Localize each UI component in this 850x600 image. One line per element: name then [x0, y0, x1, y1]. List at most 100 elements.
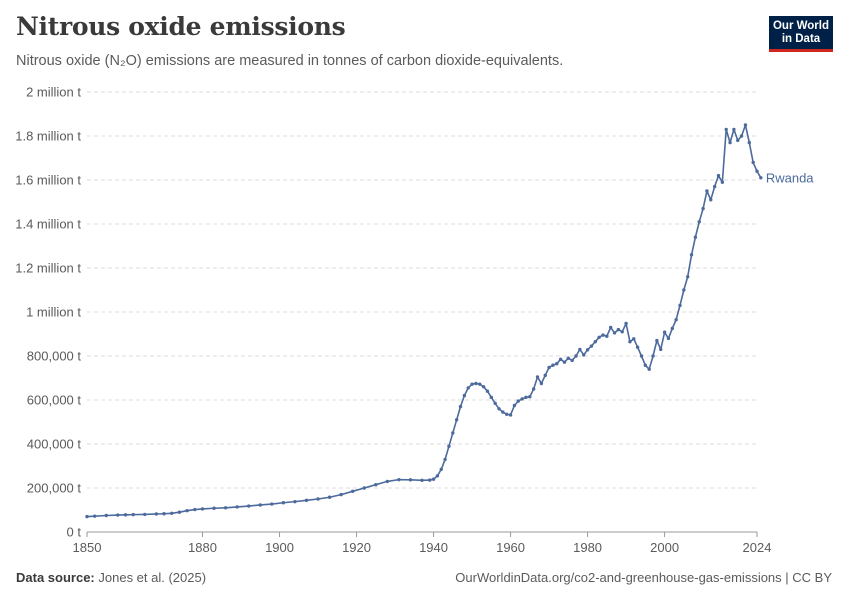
- owid-logo[interactable]: Our World in Data: [769, 16, 833, 52]
- data-point[interactable]: [516, 399, 520, 403]
- data-point[interactable]: [478, 382, 482, 386]
- data-point[interactable]: [589, 344, 594, 348]
- data-point[interactable]: [458, 404, 463, 409]
- data-point[interactable]: [374, 483, 378, 487]
- data-point[interactable]: [728, 140, 732, 145]
- data-source-link[interactable]: Jones et al. (2025): [98, 570, 207, 585]
- data-point[interactable]: [674, 318, 678, 322]
- data-point[interactable]: [505, 412, 509, 416]
- data-point[interactable]: [747, 140, 751, 145]
- data-point[interactable]: [739, 134, 744, 138]
- data-point[interactable]: [85, 514, 89, 519]
- data-point[interactable]: [200, 507, 205, 511]
- data-point[interactable]: [558, 357, 563, 361]
- footer-url[interactable]: OurWorldinData.org/co2-and-greenhouse-ga…: [455, 570, 832, 585]
- data-point[interactable]: [508, 413, 513, 417]
- data-point[interactable]: [743, 123, 748, 127]
- data-point[interactable]: [501, 410, 505, 414]
- data-point[interactable]: [154, 512, 159, 516]
- data-point[interactable]: [270, 502, 274, 506]
- data-point[interactable]: [493, 401, 497, 405]
- data-point[interactable]: [678, 303, 682, 308]
- data-point[interactable]: [443, 457, 447, 462]
- data-point[interactable]: [470, 382, 474, 386]
- data-point[interactable]: [428, 478, 432, 482]
- data-point[interactable]: [447, 444, 451, 448]
- data-point[interactable]: [170, 511, 174, 515]
- data-point[interactable]: [685, 275, 690, 279]
- data-point[interactable]: [547, 365, 551, 370]
- data-point[interactable]: [551, 363, 555, 367]
- data-point[interactable]: [578, 347, 582, 352]
- data-point[interactable]: [143, 512, 147, 517]
- data-point[interactable]: [628, 340, 632, 344]
- data-point[interactable]: [489, 395, 494, 400]
- data-point[interactable]: [193, 507, 197, 512]
- data-point[interactable]: [223, 506, 228, 510]
- data-point[interactable]: [258, 503, 262, 507]
- data-point[interactable]: [104, 513, 108, 518]
- data-point[interactable]: [350, 489, 355, 493]
- data-point[interactable]: [212, 506, 216, 510]
- data-point[interactable]: [123, 513, 128, 517]
- data-point[interactable]: [620, 330, 624, 334]
- data-point[interactable]: [431, 477, 436, 481]
- data-point[interactable]: [716, 173, 721, 178]
- data-point[interactable]: [662, 330, 667, 334]
- data-point[interactable]: [647, 367, 651, 371]
- data-point[interactable]: [281, 501, 286, 505]
- data-point[interactable]: [451, 431, 455, 435]
- data-point[interactable]: [682, 288, 686, 292]
- data-point[interactable]: [732, 127, 736, 132]
- data-point[interactable]: [339, 492, 343, 497]
- data-point[interactable]: [535, 375, 540, 379]
- data-point[interactable]: [574, 354, 578, 358]
- data-point[interactable]: [316, 497, 320, 501]
- data-point[interactable]: [397, 477, 401, 482]
- data-point[interactable]: [235, 505, 239, 509]
- data-point[interactable]: [539, 381, 544, 386]
- data-point[interactable]: [693, 235, 698, 239]
- data-point[interactable]: [293, 499, 297, 504]
- data-point[interactable]: [566, 356, 571, 360]
- data-point[interactable]: [635, 345, 640, 349]
- data-point[interactable]: [543, 373, 547, 378]
- data-point[interactable]: [759, 176, 763, 180]
- data-point[interactable]: [520, 397, 524, 401]
- data-point[interactable]: [755, 169, 759, 173]
- data-point[interactable]: [709, 198, 713, 202]
- data-point[interactable]: [474, 381, 478, 386]
- data-point[interactable]: [362, 486, 366, 490]
- data-point[interactable]: [562, 360, 567, 364]
- data-point[interactable]: [555, 362, 559, 366]
- data-point[interactable]: [659, 347, 663, 352]
- data-point[interactable]: [531, 387, 536, 391]
- data-point[interactable]: [720, 180, 725, 184]
- data-point[interactable]: [689, 253, 694, 257]
- data-point[interactable]: [524, 395, 528, 400]
- data-point[interactable]: [528, 395, 532, 399]
- data-point[interactable]: [632, 337, 636, 341]
- data-point[interactable]: [616, 327, 621, 332]
- data-point[interactable]: [651, 354, 655, 358]
- data-point[interactable]: [666, 336, 671, 341]
- line-chart[interactable]: 0 t 200,000 t 400,000 t 600,000 t 800,000 t 1…: [0, 0, 850, 560]
- data-point[interactable]: [701, 206, 705, 211]
- data-point[interactable]: [712, 184, 717, 189]
- data-point[interactable]: [497, 407, 501, 411]
- data-point[interactable]: [185, 508, 189, 513]
- data-point[interactable]: [612, 331, 617, 335]
- data-point[interactable]: [93, 514, 97, 518]
- data-point[interactable]: [643, 363, 648, 367]
- data-point[interactable]: [639, 354, 644, 358]
- data-point[interactable]: [485, 389, 490, 393]
- data-point[interactable]: [570, 358, 574, 363]
- data-point[interactable]: [655, 338, 659, 343]
- series-line-rwanda[interactable]: [86, 124, 762, 518]
- data-point[interactable]: [439, 467, 443, 471]
- data-point[interactable]: [177, 510, 182, 514]
- data-point[interactable]: [454, 418, 459, 422]
- data-point[interactable]: [327, 495, 332, 499]
- data-point[interactable]: [162, 512, 166, 516]
- data-point[interactable]: [724, 127, 728, 132]
